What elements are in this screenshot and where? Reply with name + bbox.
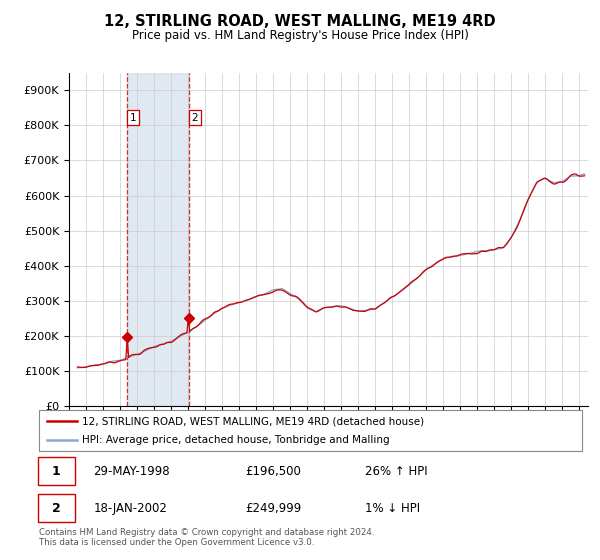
Text: 1: 1: [52, 465, 61, 478]
Text: 1: 1: [130, 113, 136, 123]
Text: 29-MAY-1998: 29-MAY-1998: [94, 465, 170, 478]
Text: 18-JAN-2002: 18-JAN-2002: [94, 502, 167, 515]
Text: 2: 2: [191, 113, 198, 123]
FancyBboxPatch shape: [38, 494, 75, 522]
Text: 12, STIRLING ROAD, WEST MALLING, ME19 4RD (detached house): 12, STIRLING ROAD, WEST MALLING, ME19 4R…: [82, 417, 425, 426]
Text: 26% ↑ HPI: 26% ↑ HPI: [365, 465, 427, 478]
Text: HPI: Average price, detached house, Tonbridge and Malling: HPI: Average price, detached house, Tonb…: [82, 435, 390, 445]
FancyBboxPatch shape: [38, 457, 75, 485]
Bar: [127, 73, 189, 406]
Text: 2: 2: [52, 502, 61, 515]
FancyBboxPatch shape: [39, 410, 582, 451]
Text: £249,999: £249,999: [245, 502, 302, 515]
Text: £196,500: £196,500: [245, 465, 301, 478]
Text: Price paid vs. HM Land Registry's House Price Index (HPI): Price paid vs. HM Land Registry's House …: [131, 29, 469, 42]
Text: 12, STIRLING ROAD, WEST MALLING, ME19 4RD: 12, STIRLING ROAD, WEST MALLING, ME19 4R…: [104, 14, 496, 29]
Text: 1% ↓ HPI: 1% ↓ HPI: [365, 502, 420, 515]
Text: Contains HM Land Registry data © Crown copyright and database right 2024.
This d: Contains HM Land Registry data © Crown c…: [39, 528, 374, 547]
